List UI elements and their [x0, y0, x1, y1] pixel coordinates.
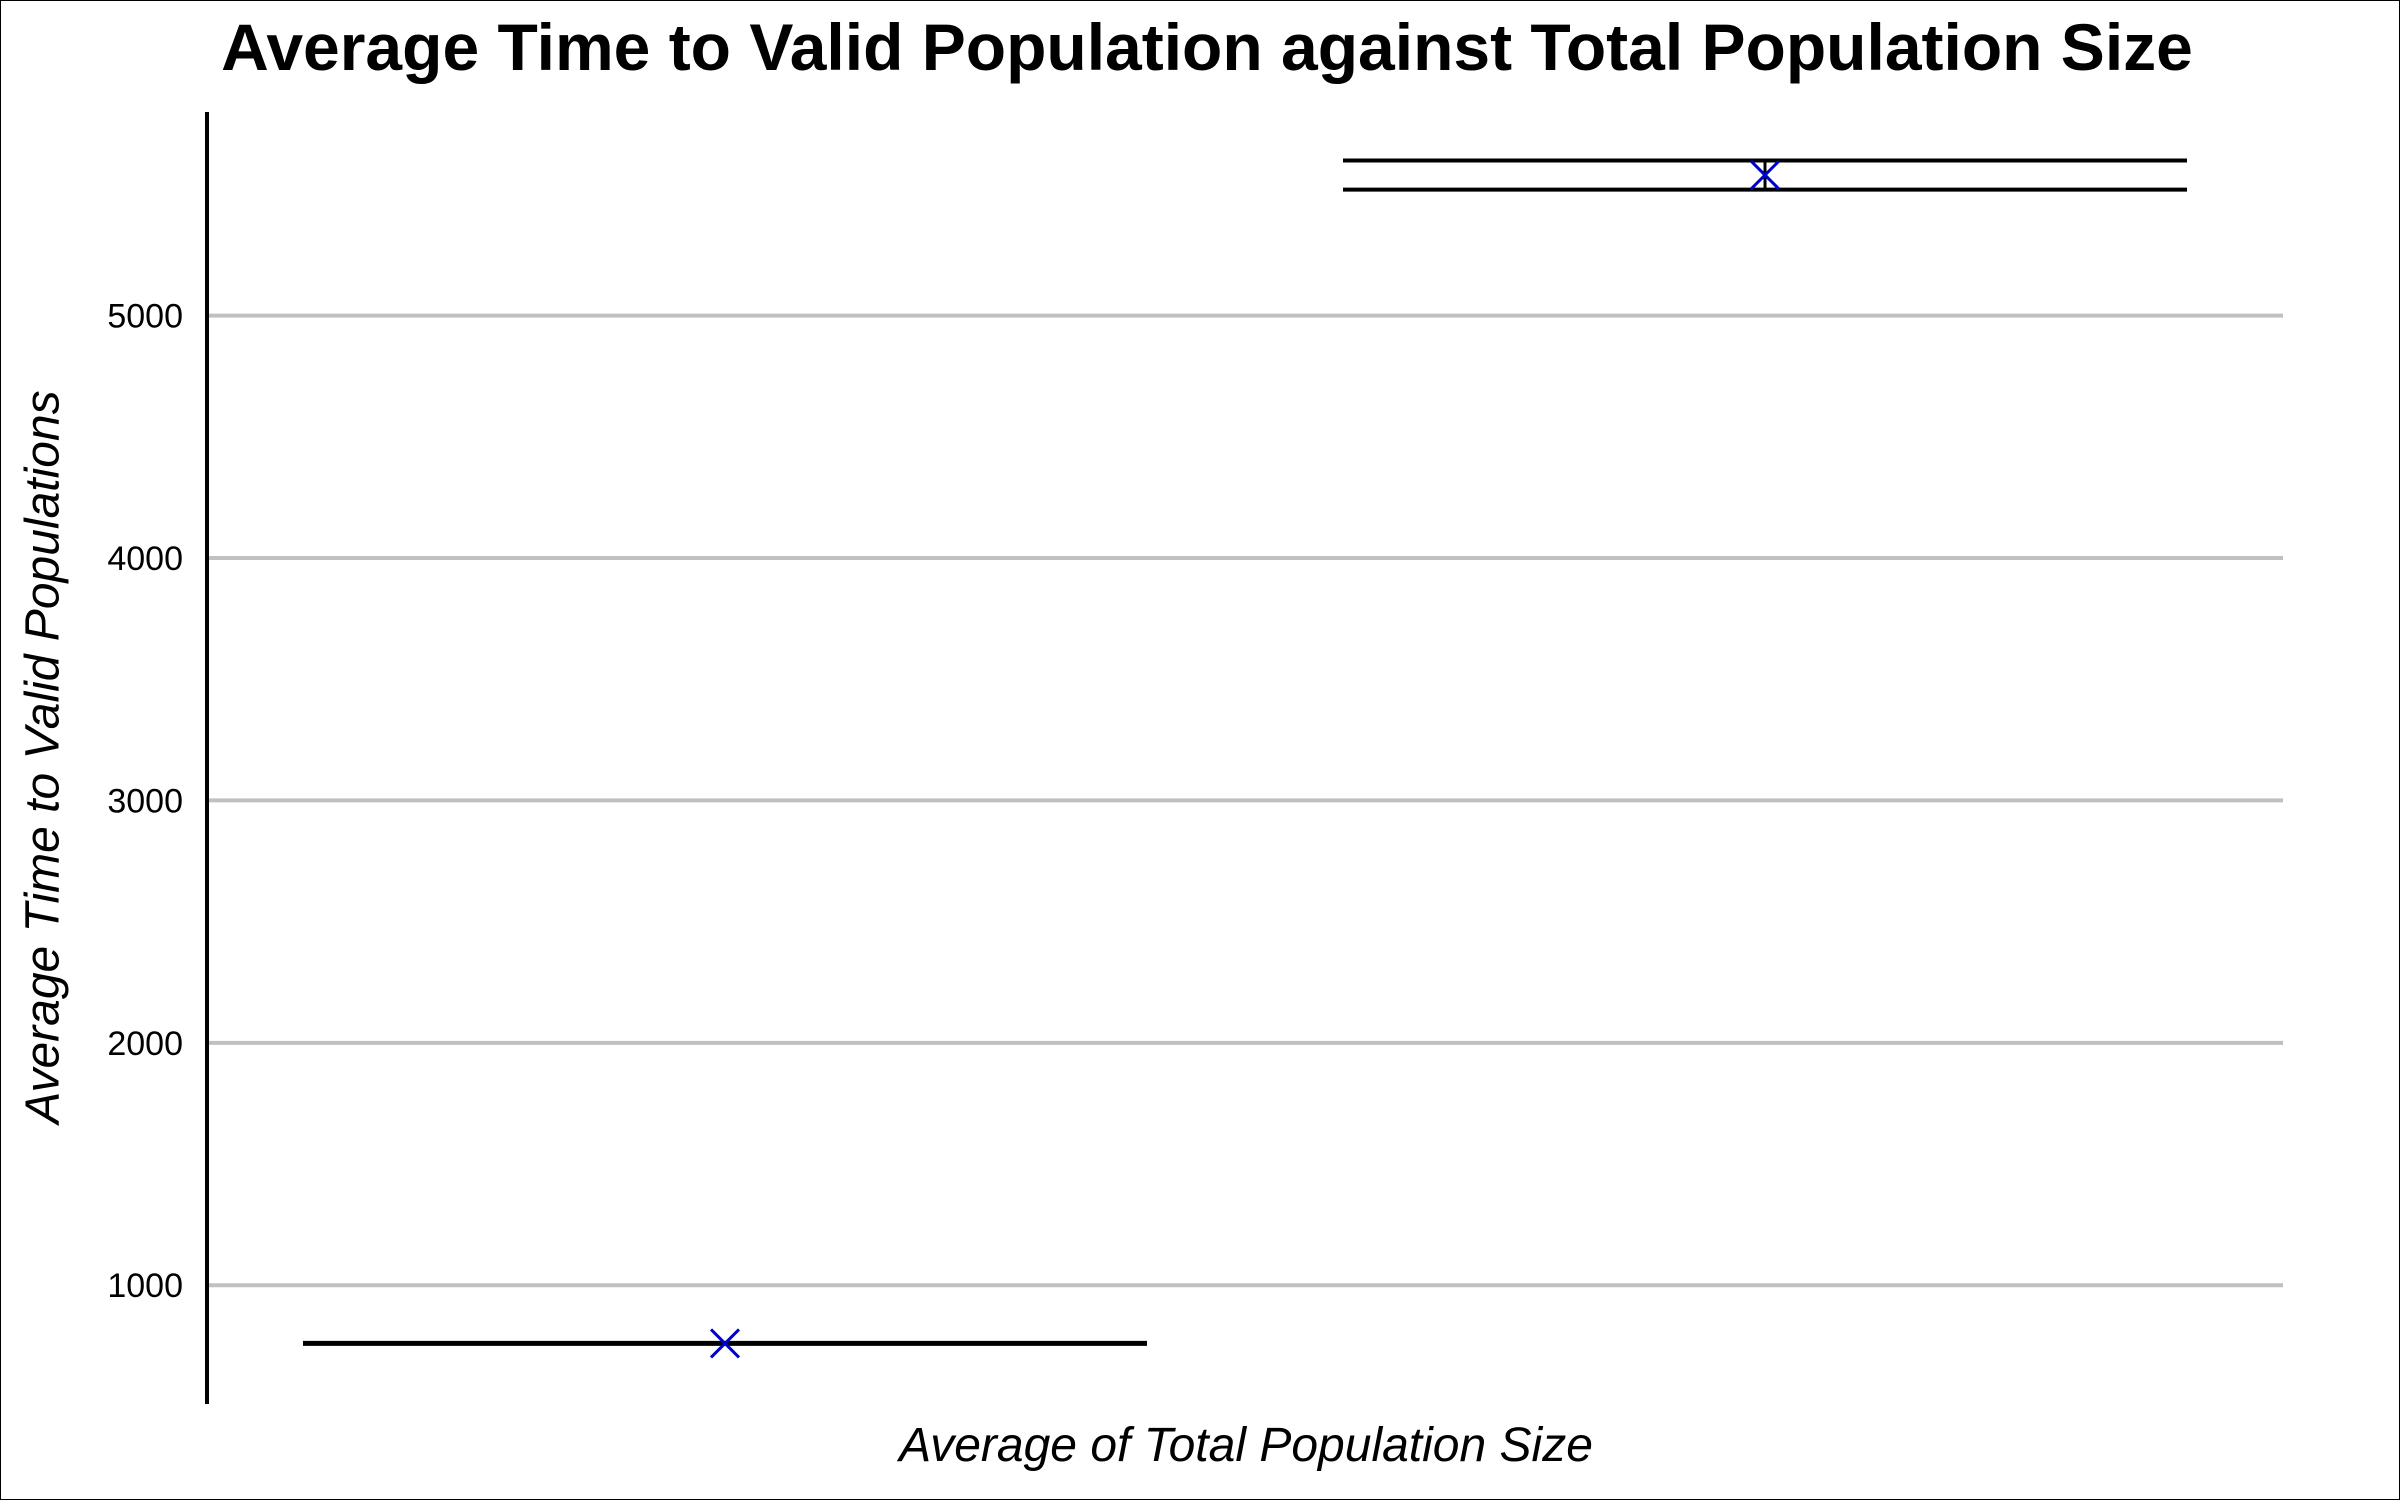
y-tick-label: 2000	[107, 1025, 183, 1063]
y-axis-label: Average Time to Valid Populations	[16, 390, 70, 1124]
y-tick-label: 3000	[107, 782, 183, 820]
y-tick-label: 4000	[107, 540, 183, 578]
chart-title: Average Time to Valid Population against…	[221, 10, 2193, 84]
mean-marker-x-icon	[1749, 159, 1781, 191]
y-tick-label: 5000	[107, 298, 183, 336]
mean-marker-x-icon	[709, 1328, 741, 1359]
x-axis-label: Average of Total Population Size	[899, 1419, 1593, 1472]
y-tick-label: 1000	[107, 1267, 183, 1305]
